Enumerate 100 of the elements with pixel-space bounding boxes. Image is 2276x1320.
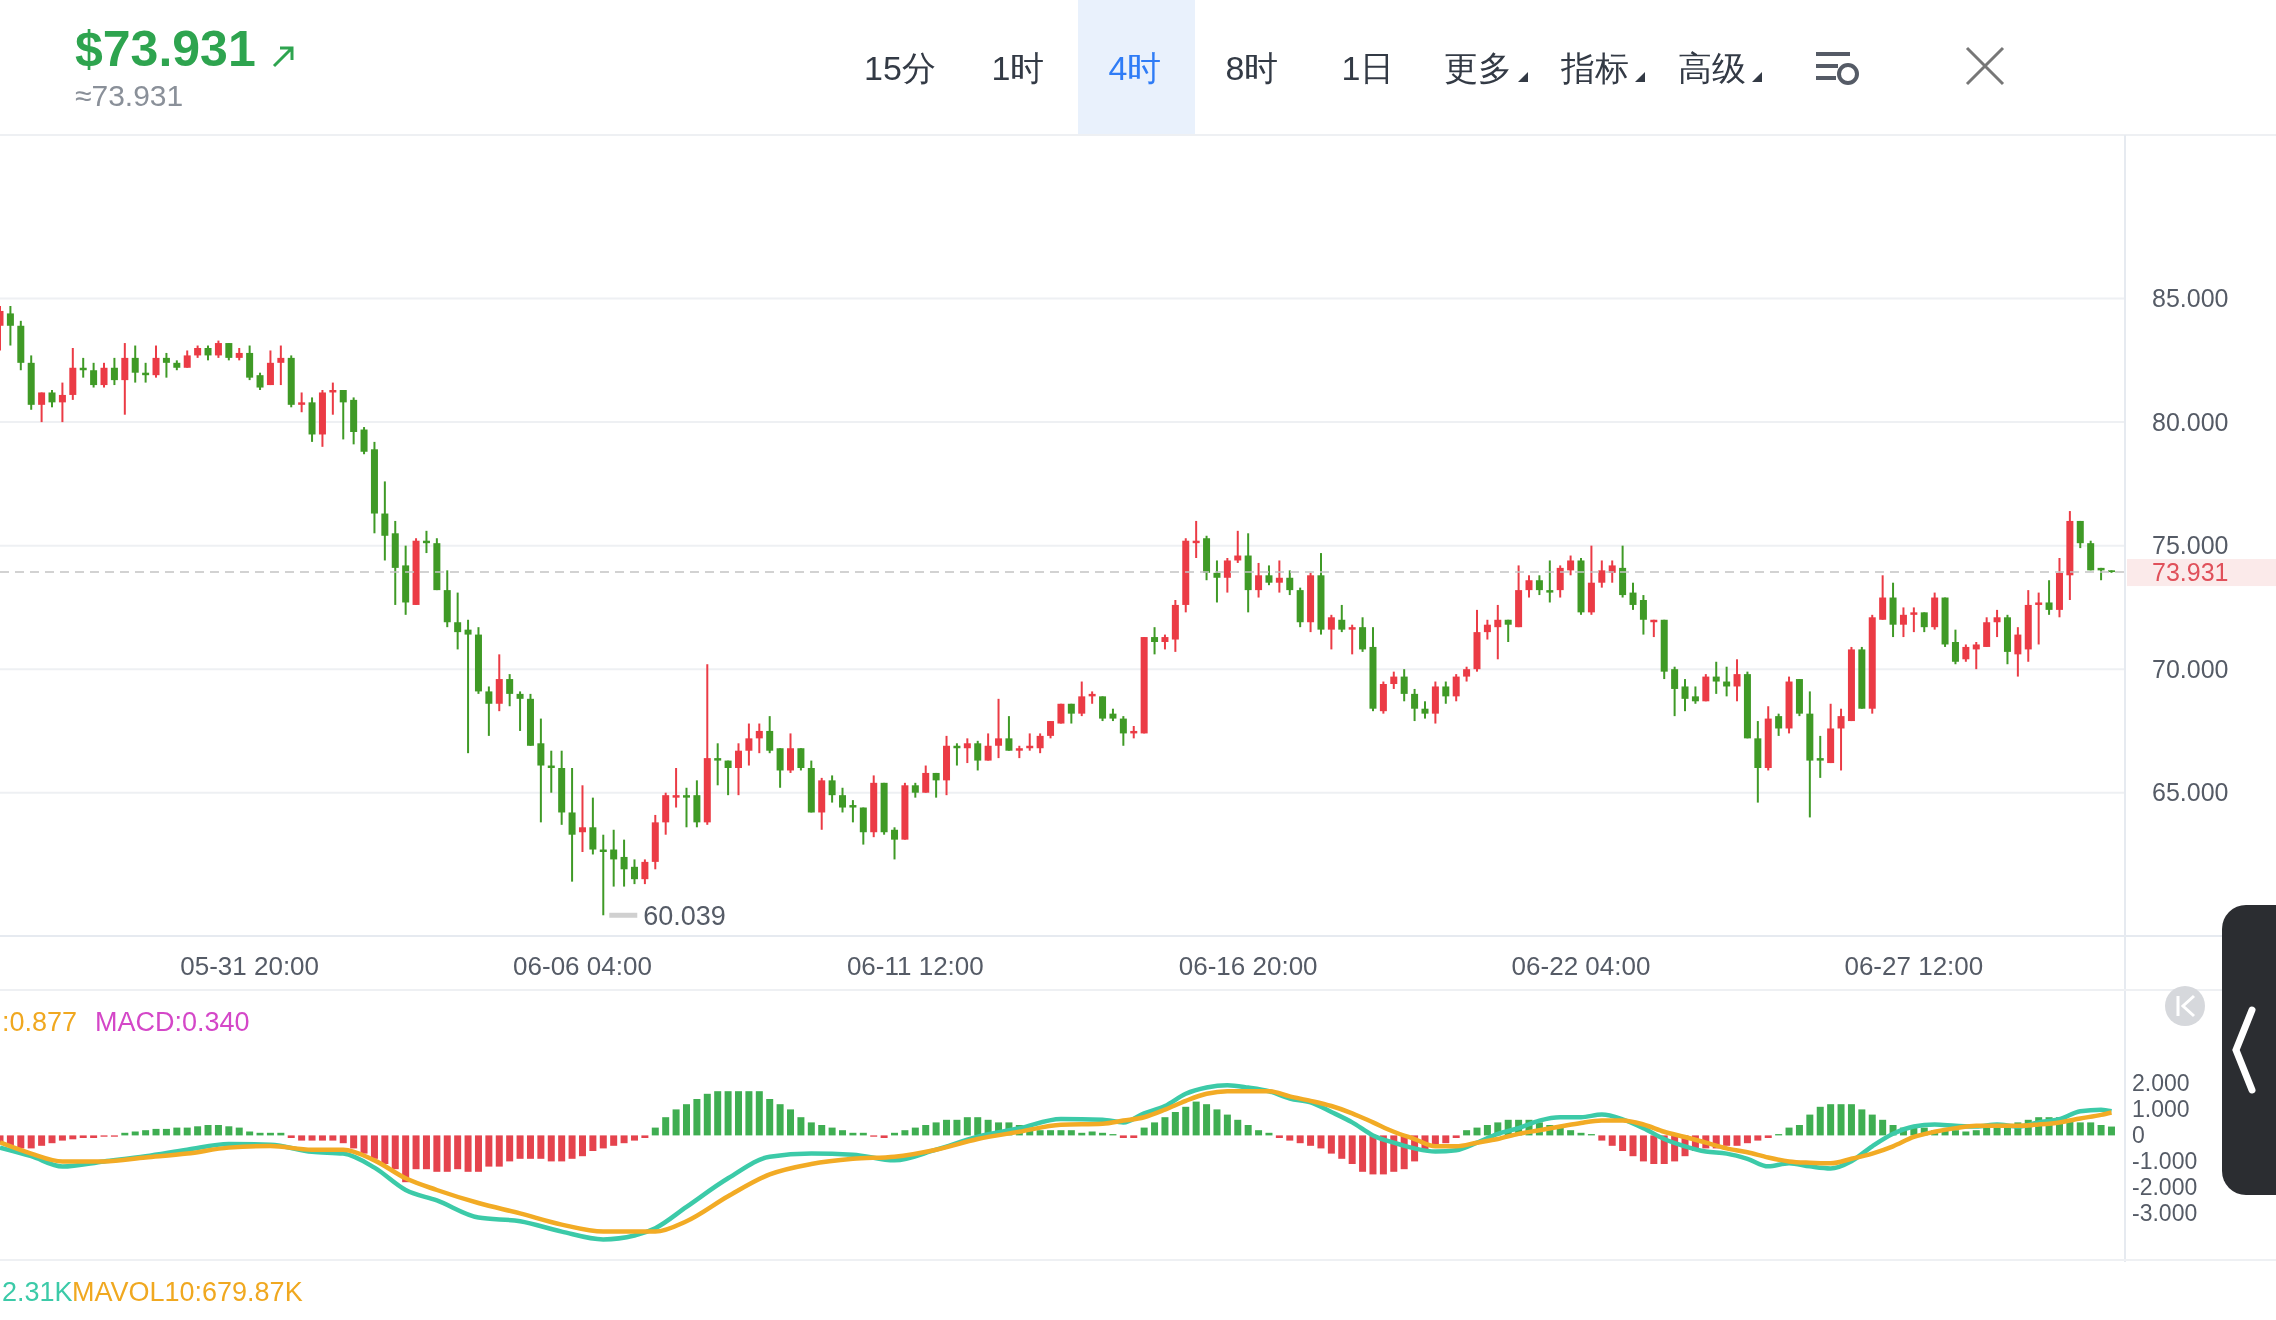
text: 更多 xyxy=(1444,48,1512,87)
y-tick-label: 2.000 xyxy=(2132,1070,2190,1097)
bar xyxy=(381,1135,389,1164)
bar xyxy=(735,1091,742,1136)
bar xyxy=(58,1135,66,1141)
bar xyxy=(1036,1130,1044,1136)
y-tick-label: 0 xyxy=(2132,1122,2145,1149)
bar xyxy=(464,1135,472,1172)
bar xyxy=(2097,1125,2105,1136)
bar xyxy=(537,1135,545,1159)
candlestick xyxy=(755,722,763,755)
bar xyxy=(298,1135,306,1141)
bar xyxy=(1733,1135,1741,1146)
candlestick xyxy=(974,739,982,772)
candlestick xyxy=(1151,626,1159,656)
bar xyxy=(214,1125,222,1136)
candlestick xyxy=(849,799,857,824)
x-tick-label: 06-22 04:00 xyxy=(1511,951,1651,982)
candlestick xyxy=(776,747,784,789)
y-tick-label: 1.000 xyxy=(2132,1096,2190,1123)
bar xyxy=(1161,1117,1169,1136)
y-tick-label: 85.000 xyxy=(2152,284,2229,313)
bar xyxy=(568,1135,576,1159)
candlestick xyxy=(162,351,170,379)
candlestick xyxy=(641,858,649,886)
bar xyxy=(1151,1122,1159,1136)
bar xyxy=(162,1128,170,1136)
bar xyxy=(1879,1119,1887,1136)
candlestick xyxy=(1816,734,1824,779)
x-tick-label: 06-16 20:00 xyxy=(1178,951,1318,982)
candlestick xyxy=(1899,606,1907,639)
candlestick xyxy=(1213,559,1221,604)
bar xyxy=(922,1125,930,1136)
bar xyxy=(1317,1135,1325,1149)
candlestick xyxy=(1629,581,1637,611)
candlestick xyxy=(589,796,597,856)
bar xyxy=(682,1104,690,1136)
candlestick xyxy=(1972,641,1980,671)
bar xyxy=(1296,1135,1304,1144)
bar xyxy=(79,1135,87,1138)
bar xyxy=(1130,1135,1138,1138)
bar xyxy=(516,1135,524,1159)
bar xyxy=(1203,1104,1211,1136)
candlestick xyxy=(2035,591,2043,646)
bar xyxy=(287,1135,295,1138)
candlestick xyxy=(922,764,930,794)
bar xyxy=(1972,1130,1980,1136)
candlestick xyxy=(516,690,524,732)
bar xyxy=(1639,1135,1647,1162)
bar xyxy=(1275,1135,1283,1138)
bar xyxy=(766,1099,774,1136)
bar xyxy=(1286,1135,1294,1141)
bar xyxy=(1806,1114,1814,1136)
bar xyxy=(547,1135,555,1162)
bar xyxy=(339,1135,347,1144)
x-tick-label: 06-06 04:00 xyxy=(513,951,652,982)
ref-line-label: 73.931 xyxy=(2152,557,2229,586)
x-tick-label: 06-11 12:00 xyxy=(846,951,984,982)
candlestick xyxy=(1286,569,1294,597)
bar xyxy=(787,1109,794,1136)
candlestick xyxy=(984,732,992,762)
bar xyxy=(1837,1104,1845,1136)
candlestick xyxy=(568,767,576,883)
bar xyxy=(2076,1122,2084,1136)
text: $73.931 xyxy=(75,21,256,77)
y-tick-label: 70.000 xyxy=(2152,654,2229,683)
bar xyxy=(48,1135,56,1144)
candlestick xyxy=(381,480,389,562)
bar xyxy=(391,1135,399,1170)
candlestick xyxy=(630,858,638,886)
bar xyxy=(620,1135,628,1144)
bar xyxy=(1442,1135,1450,1144)
bar xyxy=(1764,1135,1772,1138)
candlestick xyxy=(1036,732,1044,755)
bar xyxy=(1348,1135,1356,1164)
bar xyxy=(360,1135,368,1154)
bar xyxy=(703,1093,711,1136)
candlestick xyxy=(339,389,347,441)
candlestick xyxy=(38,391,46,424)
bar xyxy=(27,1135,35,1149)
candlestick xyxy=(1119,715,1127,747)
candlestick xyxy=(1598,559,1606,589)
candlestick xyxy=(2076,519,2084,550)
candlestick xyxy=(1255,561,1263,599)
bar xyxy=(1619,1135,1627,1151)
bar xyxy=(599,1135,607,1149)
bar xyxy=(755,1091,763,1136)
candlestick xyxy=(1733,658,1741,703)
bar xyxy=(630,1135,638,1141)
bar xyxy=(1858,1109,1866,1136)
text: 8时 xyxy=(1225,48,1279,87)
candlestick xyxy=(110,356,118,387)
bar xyxy=(672,1109,680,1136)
x-tick-label: 06-27 12:00 xyxy=(1844,951,1984,982)
candlestick xyxy=(464,618,472,755)
bar xyxy=(1650,1135,1658,1164)
candlestick xyxy=(1567,554,1575,577)
candlestick xyxy=(745,722,753,767)
candlestick xyxy=(1951,628,1959,666)
candlestick xyxy=(1265,564,1273,587)
